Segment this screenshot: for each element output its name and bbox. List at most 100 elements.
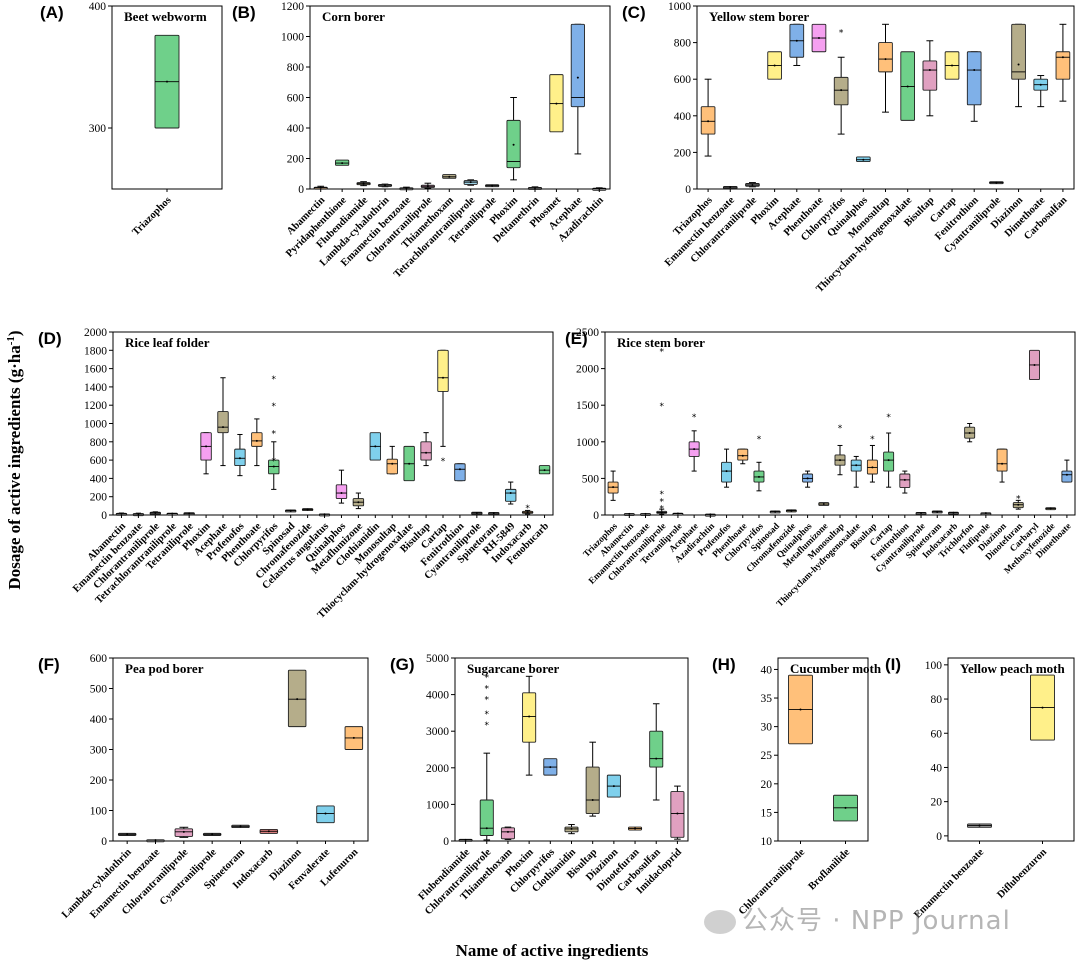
y-tick-label: 800 — [90, 437, 108, 449]
box-4 — [543, 758, 558, 776]
mean-dot — [751, 183, 754, 186]
box-body — [649, 730, 664, 768]
y-tick-label: 60 — [931, 728, 943, 740]
y-tick-label: 0 — [101, 510, 107, 522]
y-tick-label: 600 — [90, 653, 108, 665]
box-6: * — [833, 29, 849, 135]
panel-g: (G) Sugarcane borer 0 1000 2000 3000 4000 5000 *… — [390, 653, 689, 917]
y-tick-label: 3000 — [426, 726, 449, 738]
box-3 — [377, 183, 393, 188]
mean-dot — [644, 512, 647, 515]
mean-dot — [238, 457, 241, 460]
box-9 — [649, 703, 664, 801]
y-tick-label: 400 — [287, 123, 305, 135]
mean-dot — [239, 825, 242, 828]
mean-dot — [1001, 462, 1004, 465]
panel-e: (E) Rice stem borer05001000150020002500**… — [565, 327, 1076, 609]
box-5 — [420, 182, 435, 189]
outlier-marker: * — [1016, 494, 1021, 504]
x-tick-label: Triazophos — [131, 195, 174, 238]
panel-title: Yellow stem borer — [709, 9, 809, 24]
outlier-marker: * — [659, 347, 664, 357]
mean-dot — [871, 466, 874, 469]
mean-dot — [267, 830, 270, 833]
y-tick-label: 200 — [90, 775, 108, 787]
mean-dot — [903, 478, 906, 481]
box-14 — [352, 492, 365, 510]
mean-dot — [862, 158, 865, 161]
box-9 — [900, 51, 916, 121]
mean-dot — [757, 475, 760, 478]
plot-frame — [947, 657, 1075, 842]
mean-dot — [549, 766, 552, 769]
outlier-marker: * — [485, 673, 490, 683]
mean-dot — [612, 486, 615, 489]
box-3 — [166, 512, 178, 516]
y-tick-label: 400 — [90, 473, 108, 485]
panel-a: (A) Beet webworm 300 400 Triazophos — [40, 1, 223, 238]
mean-dot — [205, 445, 208, 448]
outlier-marker: * — [659, 497, 664, 507]
box-10 — [670, 785, 685, 840]
mean-dot — [222, 426, 224, 429]
box-10 — [284, 509, 297, 513]
y-tick-label: 400 — [90, 714, 108, 726]
box-8 — [628, 826, 643, 831]
mean-dot — [384, 184, 386, 187]
y-tick-label: 0 — [936, 831, 942, 843]
box-20 — [931, 510, 943, 514]
box-15 — [850, 455, 862, 488]
box-6 — [442, 174, 457, 179]
y-tick-label: 400 — [89, 1, 107, 13]
box-body — [479, 799, 494, 836]
mean-dot — [120, 512, 123, 515]
mean-dot — [741, 454, 744, 457]
box-body — [217, 411, 229, 434]
outlier-marker: * — [886, 413, 891, 423]
mean-dot — [973, 69, 976, 72]
mean-dot — [773, 64, 776, 67]
box-1 — [833, 794, 858, 822]
plot-frame — [454, 657, 689, 842]
box-7 — [234, 433, 246, 477]
box-5 — [564, 824, 579, 835]
y-tick-label: 1000 — [576, 437, 599, 449]
box-1 — [722, 185, 738, 189]
box-0 — [967, 823, 992, 828]
box-18 — [899, 470, 911, 494]
y-tick-label: 1200 — [281, 1, 304, 13]
box-body — [737, 448, 749, 461]
y-tick-label: 1000 — [281, 32, 304, 44]
panel-title: Rice stem borer — [617, 335, 705, 350]
box-body — [585, 766, 600, 814]
box-2 — [500, 826, 515, 841]
box-19 — [915, 511, 927, 515]
box-27 — [1045, 507, 1057, 511]
mean-dot — [887, 459, 890, 462]
box-16 — [386, 445, 398, 475]
x-tick-label: Diflubenzuron — [995, 847, 1049, 901]
y-tick-label: 200 — [90, 492, 108, 504]
y-tick-label: 15 — [761, 807, 773, 819]
mean-dot — [817, 37, 820, 40]
box-body — [922, 60, 938, 91]
mean-dot — [655, 757, 658, 760]
mean-dot — [526, 511, 529, 514]
box-body — [996, 448, 1008, 472]
y-tick-label: 10 — [761, 836, 773, 848]
box-28 — [1061, 459, 1073, 483]
y-tick-label: 300 — [90, 745, 108, 757]
outlier-marker: * — [272, 430, 277, 440]
box-12 — [570, 23, 585, 155]
y-tick-label: 200 — [674, 147, 692, 159]
watermark: 公众号 · NPP Journal — [704, 900, 1011, 937]
mean-dot — [492, 512, 495, 515]
mean-dot — [822, 503, 825, 506]
outlier-marker: * — [485, 695, 490, 705]
y-tick-label: 2000 — [84, 327, 107, 339]
y-tick-label: 0 — [298, 184, 304, 196]
outlier-marker: * — [272, 457, 277, 467]
box-24: * — [521, 504, 534, 515]
box-17: * — [883, 413, 895, 488]
y-tick-label: 2000 — [426, 763, 449, 775]
